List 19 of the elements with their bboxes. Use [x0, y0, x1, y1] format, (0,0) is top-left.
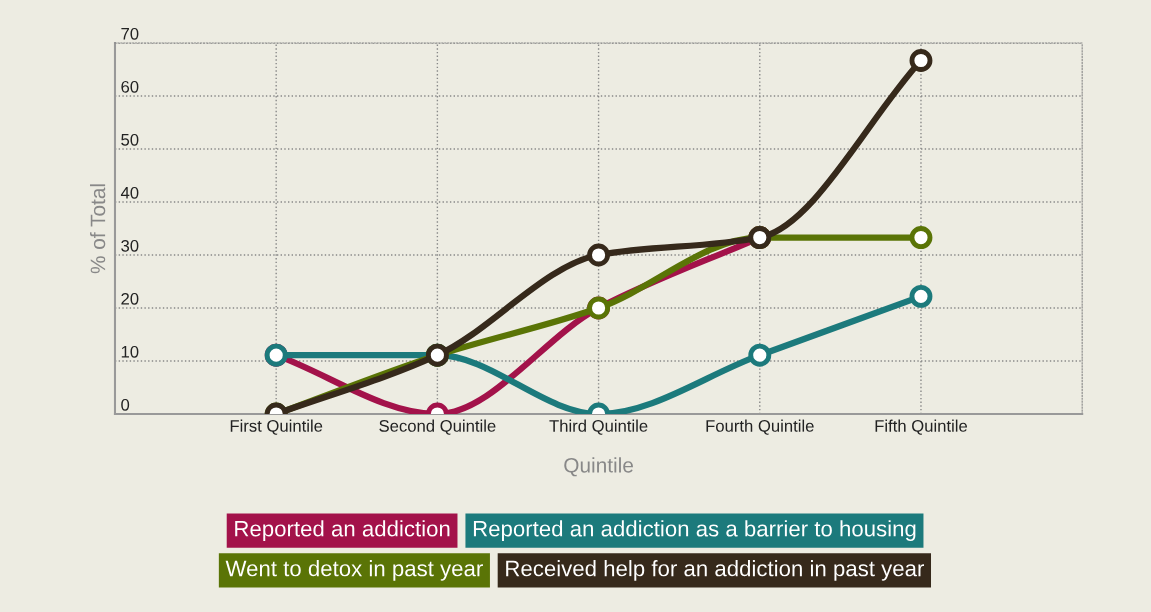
y-tick-label: 50	[121, 133, 139, 146]
x-tick-label: First Quintile	[230, 419, 323, 435]
y-tick-label: 40	[120, 186, 139, 199]
y-tick-label: 20	[121, 292, 139, 305]
x-tick-label: Fourth Quintile	[706, 419, 814, 435]
text: Received help for an addiction in past year	[506, 560, 924, 581]
text: Reported an addiction	[235, 520, 450, 541]
text: Went to detox in past year	[225, 560, 483, 581]
y-tick-label: 10	[121, 345, 139, 358]
y-tick-label: 60	[121, 80, 139, 93]
y-tick-label: 30	[121, 239, 139, 252]
x-axis-title: Quintile	[564, 457, 633, 477]
y-axis-title: % of Total	[90, 184, 106, 274]
x-tick-label: Third Quintile	[549, 419, 648, 435]
x-tick-label: Fifth Quintile	[875, 419, 968, 435]
y-tick-label: 0	[121, 398, 130, 411]
y-tick-label: 70	[121, 27, 139, 40]
x-tick-label: Second Quintile	[379, 419, 496, 435]
text: Reported an addiction as a barrier to housing	[473, 520, 916, 541]
